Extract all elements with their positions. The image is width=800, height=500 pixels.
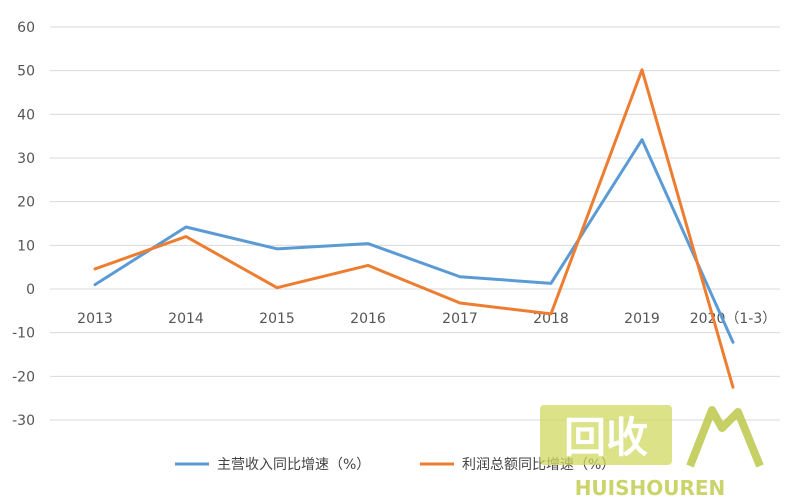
y-tick-label: -30: [12, 413, 35, 429]
watermark-logo: 回收 HUISHOUREN: [540, 405, 764, 500]
x-tick-label: 2014: [168, 311, 204, 327]
series-lines: [93, 68, 735, 389]
series-line-1: [93, 138, 735, 344]
x-tick-label: 2018: [533, 311, 569, 327]
y-tick-label: 40: [17, 107, 35, 123]
watermark-leaf-icon: [686, 406, 764, 468]
y-tick-label: 0: [26, 282, 35, 298]
y-tick-label: 10: [17, 238, 35, 254]
y-tick-label: 20: [17, 195, 35, 211]
x-tick-label: 2017: [442, 311, 478, 327]
x-tick-label: 2015: [259, 311, 295, 327]
watermark-brand-text: HUISHOUREN: [575, 476, 726, 500]
x-tick-label: 2020（1-3）: [690, 311, 777, 327]
watermark-badge: [540, 405, 672, 465]
y-tick-label: -20: [12, 369, 35, 385]
y-tick-label: -10: [12, 326, 35, 342]
x-tick-label: 2016: [350, 311, 386, 327]
watermark-logo-text: 回收: [564, 413, 648, 462]
x-tick-label: 2019: [624, 311, 660, 327]
series-line-2: [93, 68, 735, 389]
axis-labels: 60 50 40 30 20 10 0 -10 -20 -30 2013 2014 2015 2016 20…: [12, 20, 776, 429]
y-tick-label: 50: [17, 64, 35, 80]
y-tick-label: 30: [17, 151, 35, 167]
y-tick-label: 60: [17, 20, 35, 36]
x-tick-label: 2013: [77, 311, 113, 327]
legend-label: 主营收入同比增速（%）: [217, 457, 370, 473]
gridlines: [50, 26, 780, 421]
